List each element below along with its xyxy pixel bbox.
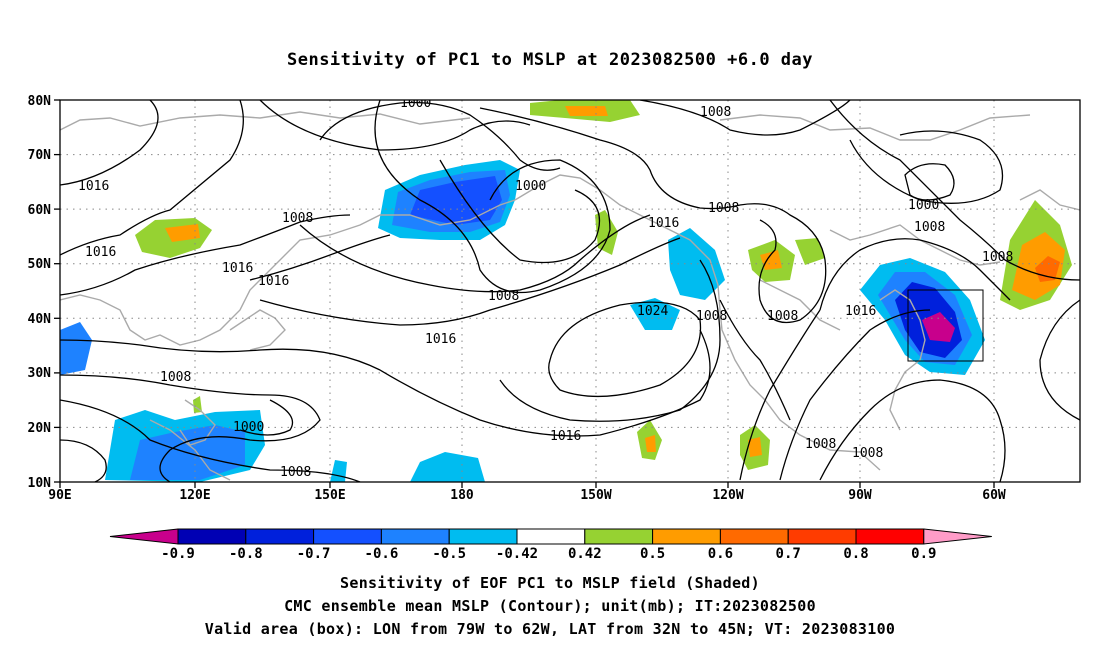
contour-label: 1008 [914,220,945,235]
colorbar-label: -0.8 [229,546,263,562]
colorbar-end-low [109,528,179,545]
lat-label: 10N [28,476,52,491]
contour-label: 1016 [85,245,116,260]
tick-marks [54,99,995,488]
longitude-labels: 90E 120E 150E 180 150W 120W 90W 60W [48,488,1006,503]
lon-label: 180 [450,488,474,503]
colorbar-swatch [448,528,518,545]
colorbar-swatch [719,528,789,545]
contour-label: 1008 [160,370,191,385]
coastlines [60,111,1080,481]
contour-label: 1000 [400,96,431,111]
colorbar-label: -0.9 [161,546,195,562]
caption-shaded: Sensitivity of EOF PC1 to MSLP field (Sh… [340,574,760,592]
negative-sensitivity-east-coast-max [922,312,955,342]
colorbar-swatch [584,528,654,545]
contour-label: 1008 [982,250,1013,265]
negative-sensitivity-bering-inner [410,176,502,225]
colorbar-label: 0.6 [708,546,733,562]
colorbar-swatch [855,528,925,545]
contour-label: 1016 [425,332,456,347]
lon-label: 120W [712,488,743,503]
lon-label: 90E [48,488,71,503]
mslp-contours [60,100,1080,482]
lat-label: 20N [28,421,52,436]
contour-label: 1008 [708,201,739,216]
contour-label: 1008 [696,309,727,324]
contour-label: 1024 [637,304,668,319]
colorbar-end-high [923,528,992,545]
colorbar-label: 0.42 [568,546,602,562]
latitude-labels: 80N 70N 60N 50N 40N 30N 20N 10N [28,94,52,491]
contour-label: 1000 [515,179,546,194]
lon-label: 90W [848,488,872,503]
contour-label: 1008 [280,465,311,480]
colorbar-label: 0.5 [640,546,665,562]
colorbar-swatch [380,528,450,545]
graticule [60,100,1080,482]
caption-contour: CMC ensemble mean MSLP (Contour); unit(m… [284,597,816,615]
colorbar-label: 0.8 [843,546,868,562]
positive-sensitivity-mexico-core [748,437,762,457]
contour-label: 1008 [282,211,313,226]
colorbar-label: -0.6 [365,546,399,562]
negative-sensitivity-tropical-pacific [410,452,485,482]
map-title: Sensitivity of PC1 to MSLP at 2023082500… [286,50,813,70]
colorbar-label: -0.5 [432,546,466,562]
contour-label: 1008 [700,105,731,120]
colorbar-swatch [245,528,315,545]
colorbar-label: 0.7 [776,546,801,562]
positive-sensitivity-okhotsk-core [165,224,200,242]
contour-label: 1008 [805,437,836,452]
contour-label: 1016 [845,304,876,319]
colorbar-label: -0.7 [297,546,331,562]
colorbar: -0.9 -0.8 -0.7 -0.6 -0.5 -0.42 0.42 0.5 0.6 0.7 0.… [109,528,992,562]
contour-label: 1016 [222,261,253,276]
lat-label: 40N [28,312,52,327]
colorbar-swatch [787,528,857,545]
lat-label: 50N [28,257,52,272]
lon-label: 60W [982,488,1006,503]
positive-sensitivity-canada-2 [795,238,825,265]
contour-label: 1000 [908,198,939,213]
colorbar-swatch [313,528,382,545]
contour-label: 1008 [488,289,519,304]
positive-sensitivity-canada-core [760,250,782,270]
contour-label: 1016 [78,179,109,194]
lon-label: 150E [314,488,345,503]
positive-sensitivity-arctic-core [565,106,608,116]
caption-valid-area: Valid area (box): LON from 79W to 62W, L… [204,620,896,638]
lat-label: 80N [28,94,52,109]
lat-label: 70N [28,148,52,163]
colorbar-label: -0.42 [496,546,538,562]
colorbar-swatch [652,528,721,545]
contour-label: 1008 [767,309,798,324]
lon-label: 120E [179,488,210,503]
map-plot-area: 1000 1008 1016 1000 1016 1008 1008 1016 … [60,96,1080,482]
lon-label: 150W [580,488,611,503]
valid-area-box [907,289,984,362]
lat-label: 60N [28,203,52,218]
lat-label: 30N [28,366,52,381]
colorbar-swatch [516,528,586,545]
sensitivity-shading [60,100,1072,482]
colorbar-label: 0.9 [911,546,936,562]
contour-label: 1008 [852,446,883,461]
negative-sensitivity-pacific [630,298,680,330]
contour-label: 1016 [648,216,679,231]
contour-label: 1016 [550,429,581,444]
negative-sensitivity-india [60,322,92,375]
contour-labels: 1000 1008 1016 1000 1016 1008 1008 1016 … [78,96,1013,480]
contour-label: 1016 [258,274,289,289]
map-frame [59,99,1081,483]
contour-label: 1000 [233,420,264,435]
positive-sensitivity-hawaii-core [645,435,656,452]
colorbar-swatch [177,528,247,545]
negative-sensitivity-tropical-small [330,460,347,482]
